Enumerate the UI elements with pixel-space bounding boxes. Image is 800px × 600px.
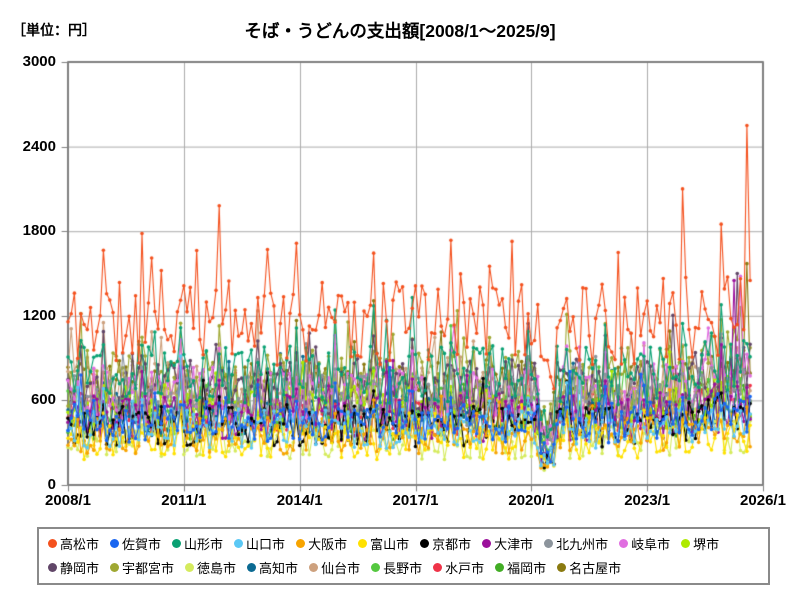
- legend-label: 山口市: [246, 537, 286, 552]
- y-axis-tick-label: 1800: [22, 222, 56, 240]
- legend-item: 山口市: [234, 534, 285, 553]
- legend-label: 岐阜市: [631, 537, 671, 552]
- legend-row: 静岡市 宇都宮市 徳島市 高知市 仙台市 長野市 水戸市 福岡市 名古屋市: [48, 558, 759, 577]
- legend-label: 堺市: [693, 537, 720, 552]
- legend-item: 高知市: [247, 558, 298, 577]
- x-axis-tick-label: 2017/1: [392, 492, 439, 509]
- legend-marker-icon: [247, 563, 257, 572]
- legend-marker-icon: [420, 539, 430, 548]
- legend-label: 京都市: [432, 537, 472, 552]
- legend-label: 富山市: [370, 537, 410, 552]
- legend-marker-icon: [110, 563, 120, 572]
- legend-marker-icon: [371, 563, 381, 572]
- legend-item: 北九州市: [544, 534, 608, 553]
- legend-marker-icon: [482, 539, 492, 548]
- y-axis-tick-label: 3000: [22, 53, 56, 70]
- legend-marker-icon: [358, 539, 368, 548]
- y-axis-tick-label: 2400: [22, 137, 56, 155]
- legend-label: 長野市: [383, 561, 423, 576]
- legend-label: 宇都宮市: [122, 561, 175, 576]
- legend-label: 仙台市: [321, 561, 361, 576]
- legend-marker-icon: [172, 539, 182, 548]
- y-axis-tick-label: 600: [30, 391, 56, 409]
- legend-marker-icon: [433, 563, 443, 572]
- legend-item: 仙台市: [309, 558, 360, 577]
- legend-item: 大阪市: [296, 534, 347, 553]
- legend-item: 宇都宮市: [110, 558, 174, 577]
- legend-marker-icon: [48, 563, 57, 572]
- legend-item: 堺市: [681, 534, 719, 553]
- legend-label: 佐賀市: [122, 537, 162, 552]
- legend-item: 岐阜市: [619, 534, 670, 553]
- legend-item: 山形市: [172, 534, 223, 553]
- legend-label: 水戸市: [445, 561, 485, 576]
- legend-marker-icon: [309, 563, 319, 572]
- legend-label: 大津市: [494, 537, 534, 552]
- plot-canvas: [0, 0, 800, 525]
- legend-item: 高松市: [48, 534, 99, 553]
- legend-item: 大津市: [482, 534, 533, 553]
- legend-item: 徳島市: [185, 558, 236, 577]
- legend-marker-icon: [619, 539, 629, 548]
- legend-label: 静岡市: [60, 561, 100, 576]
- legend: 高松市 佐賀市 山形市 山口市 大阪市 富山市 京都市 大津市 北九州市 岐阜市 堺市静岡市 宇都宮市…: [37, 527, 770, 585]
- x-axis-tick-label: 2023/1: [624, 492, 671, 509]
- legend-item: 富山市: [358, 534, 409, 553]
- x-axis-tick-label: 2026/1: [740, 492, 786, 509]
- legend-item: 福岡市: [495, 558, 546, 577]
- legend-marker-icon: [557, 563, 567, 572]
- legend-marker-icon: [185, 563, 195, 572]
- legend-marker-icon: [544, 539, 554, 548]
- legend-item: 静岡市: [48, 558, 99, 577]
- legend-marker-icon: [48, 539, 57, 548]
- legend-marker-icon: [495, 563, 505, 572]
- x-axis-tick-label: 2014/1: [276, 492, 323, 509]
- legend-item: 京都市: [420, 534, 471, 553]
- legend-marker-icon: [681, 539, 691, 548]
- legend-label: 北九州市: [556, 537, 609, 552]
- legend-label: 福岡市: [507, 561, 547, 576]
- legend-label: 山形市: [184, 537, 224, 552]
- legend-label: 大阪市: [308, 537, 348, 552]
- legend-item: 佐賀市: [110, 534, 161, 553]
- legend-row: 高松市 佐賀市 山形市 山口市 大阪市 富山市 京都市 大津市 北九州市 岐阜市 堺市: [48, 534, 759, 553]
- x-axis-tick-label: 2011/1: [161, 492, 207, 509]
- legend-label: 高松市: [60, 537, 100, 552]
- legend-item: 名古屋市: [557, 558, 621, 577]
- x-axis-tick-label: 2020/1: [508, 492, 555, 509]
- x-axis-tick-label: 2008/1: [45, 492, 91, 509]
- y-axis-tick-label: 1200: [22, 306, 56, 324]
- legend-marker-icon: [110, 539, 120, 548]
- legend-marker-icon: [296, 539, 306, 548]
- legend-label: 名古屋市: [569, 561, 622, 576]
- legend-label: 徳島市: [197, 561, 237, 576]
- legend-marker-icon: [234, 539, 244, 548]
- y-axis-tick-label: 0: [47, 476, 56, 493]
- legend-item: 水戸市: [433, 558, 484, 577]
- legend-item: 長野市: [371, 558, 422, 577]
- legend-label: 高知市: [259, 561, 299, 576]
